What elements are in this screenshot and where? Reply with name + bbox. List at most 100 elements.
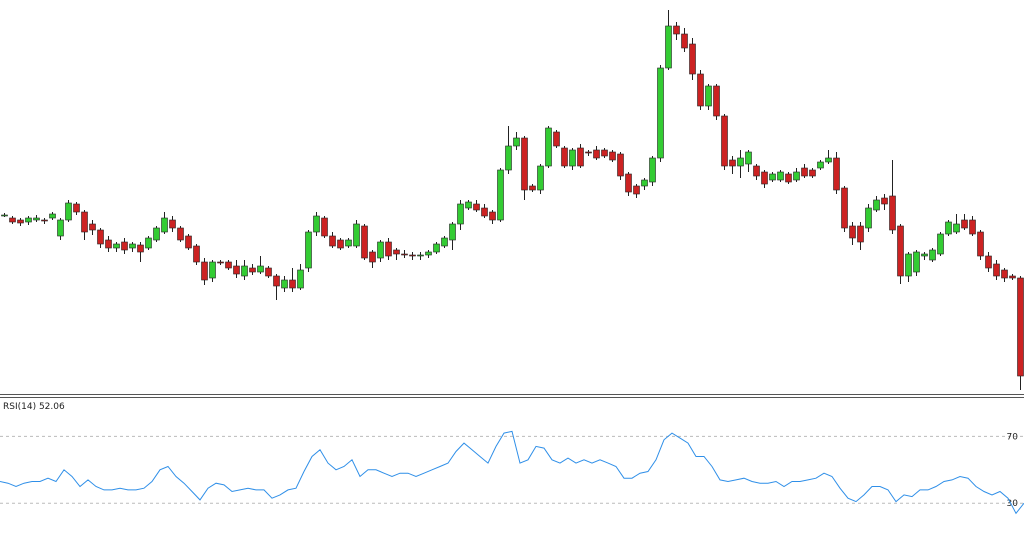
candle-body bbox=[993, 263, 1000, 277]
candle-body bbox=[153, 227, 160, 241]
candle-body bbox=[161, 217, 168, 233]
candle-body bbox=[729, 159, 736, 167]
candle-body bbox=[129, 243, 136, 249]
candle-body bbox=[649, 157, 656, 183]
candle-body bbox=[833, 157, 840, 191]
candle-body bbox=[537, 165, 544, 191]
candle-body bbox=[777, 171, 784, 181]
candle-body bbox=[465, 201, 472, 209]
candle-body bbox=[481, 207, 488, 217]
candle-body bbox=[1001, 269, 1008, 279]
candle-body bbox=[873, 199, 880, 211]
candle-body bbox=[449, 223, 456, 241]
candle-body bbox=[817, 161, 824, 169]
candle-body bbox=[737, 157, 744, 167]
candle-body bbox=[689, 43, 696, 75]
candle-body bbox=[497, 169, 504, 221]
candle-body bbox=[89, 223, 96, 231]
candle-body bbox=[801, 167, 808, 177]
candle-body bbox=[65, 202, 72, 221]
candle-body bbox=[825, 157, 832, 163]
candle-body bbox=[169, 219, 176, 229]
candle-body bbox=[145, 237, 152, 249]
candle-body bbox=[249, 267, 256, 273]
candle-body bbox=[521, 137, 528, 191]
candle-body bbox=[353, 223, 360, 247]
candle-body bbox=[809, 169, 816, 177]
candle-body bbox=[937, 233, 944, 255]
candle-body bbox=[217, 261, 224, 264]
candle-body bbox=[489, 211, 496, 221]
candle-body bbox=[305, 231, 312, 269]
candle-body bbox=[505, 145, 512, 171]
candle-body bbox=[57, 219, 64, 237]
candle-body bbox=[33, 217, 40, 221]
candle-body bbox=[25, 217, 32, 223]
candle-body bbox=[281, 279, 288, 289]
candle-body bbox=[849, 225, 856, 239]
rsi-line bbox=[0, 430, 1024, 515]
candle-body bbox=[761, 171, 768, 185]
candle-body bbox=[577, 147, 584, 167]
y-tick-label: 30 bbox=[1007, 499, 1019, 509]
candle-body bbox=[81, 211, 88, 233]
candle-body bbox=[17, 219, 24, 224]
candle-body bbox=[233, 265, 240, 275]
candle-body bbox=[881, 197, 888, 205]
candle-body bbox=[297, 269, 304, 289]
candle-body bbox=[785, 173, 792, 183]
candle-body bbox=[585, 151, 592, 154]
candle-body bbox=[545, 127, 552, 167]
candle-body bbox=[529, 185, 536, 191]
candle-body bbox=[473, 203, 480, 211]
candle-body bbox=[553, 131, 560, 147]
candle-body bbox=[345, 239, 352, 247]
candle-body bbox=[417, 254, 424, 257]
candle-body bbox=[457, 203, 464, 225]
candle-body bbox=[857, 225, 864, 243]
candle-body bbox=[337, 239, 344, 249]
candle-body bbox=[225, 261, 232, 269]
candle-body bbox=[769, 173, 776, 181]
candle-body bbox=[177, 227, 184, 241]
candle-body bbox=[593, 149, 600, 159]
candle-body bbox=[641, 179, 648, 187]
candle-body bbox=[9, 217, 16, 223]
candle-body bbox=[977, 231, 984, 257]
candle-body bbox=[401, 253, 408, 256]
candle-body bbox=[385, 241, 392, 257]
candle-body bbox=[41, 219, 48, 222]
candle-body bbox=[705, 85, 712, 107]
candle-body bbox=[289, 279, 296, 289]
candle-body bbox=[97, 229, 104, 245]
candle-body bbox=[313, 215, 320, 233]
candle-body bbox=[329, 235, 336, 247]
candle-body bbox=[673, 25, 680, 35]
candle-body bbox=[441, 237, 448, 247]
candle-body bbox=[121, 241, 128, 251]
candle-body bbox=[241, 265, 248, 277]
y-tick-label: 70 bbox=[1007, 432, 1019, 442]
candle-body bbox=[137, 244, 144, 253]
candle-body bbox=[889, 195, 896, 231]
candle-body bbox=[201, 261, 208, 281]
candle-body bbox=[1, 214, 8, 217]
candle-body bbox=[425, 251, 432, 256]
candle-body bbox=[625, 173, 632, 193]
candle-body bbox=[945, 221, 952, 235]
candle-body bbox=[617, 153, 624, 177]
candle-body bbox=[601, 149, 608, 157]
candle-body bbox=[1009, 275, 1016, 279]
candle-body bbox=[569, 149, 576, 167]
candle-body bbox=[257, 265, 264, 273]
indicator-title: RSI(14) 52.06 bbox=[3, 402, 65, 412]
candle-body bbox=[665, 25, 672, 69]
candle-body bbox=[929, 249, 936, 261]
candle-body bbox=[753, 165, 760, 177]
candle-body bbox=[209, 261, 216, 279]
candle-body bbox=[961, 219, 968, 229]
candle-body bbox=[905, 253, 912, 277]
candle-body bbox=[985, 255, 992, 269]
candle-body bbox=[433, 243, 440, 253]
